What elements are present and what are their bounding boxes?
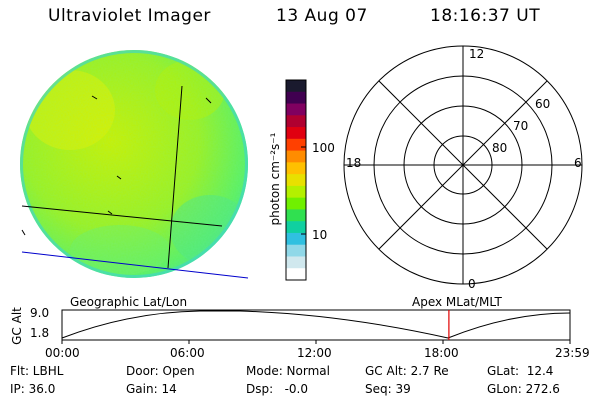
instrument-title: Ultraviolet Imager — [48, 6, 211, 26]
colorbar-swatch — [286, 115, 306, 128]
colorbar-swatch — [286, 91, 306, 105]
colorbar-swatch — [286, 221, 306, 234]
gc-alt-axis-label: GC Alt — [10, 307, 24, 345]
observation-date: 13 Aug 07 — [276, 6, 368, 26]
time-tick-0600: 06:00 — [170, 346, 205, 360]
latitude-line — [21, 205, 223, 227]
dsp-readout: Dsp: -0.0 — [246, 382, 309, 396]
colorbar-swatch — [286, 162, 306, 175]
colorbar-unit-label: photon cm⁻²s⁻¹ — [268, 132, 282, 226]
time-tick-0000: 00:00 — [45, 346, 80, 360]
mlat-label-80: 80 — [492, 141, 508, 155]
colorbar-swatch — [286, 244, 306, 257]
alt-tick-high: 9.0 — [30, 306, 50, 320]
colorbar-swatch — [286, 232, 306, 246]
longitude-line — [167, 85, 183, 269]
colorbar-swatch — [286, 197, 306, 210]
earth-disk-image — [20, 50, 249, 279]
observation-time: 18:16:37 UT — [430, 6, 541, 26]
colorbar-swatch — [286, 127, 306, 140]
mlt-label-12: 12 — [469, 47, 485, 61]
colorbar-swatch — [286, 174, 306, 187]
colorbar-swatch — [286, 150, 306, 163]
door-readout: Door: Open — [126, 364, 195, 378]
filter-readout: Flt: LBHL — [10, 364, 64, 378]
glon-readout: GLon: 272.6 — [487, 382, 560, 396]
colorbar-swatch — [286, 256, 306, 269]
mlat-label-70: 70 — [513, 119, 529, 133]
orbit-altitude-plot — [61, 309, 571, 344]
colorbar-swatch — [286, 209, 306, 222]
geographic-label: Geographic Lat/Lon — [70, 295, 188, 309]
mode-readout: Mode: Normal — [246, 364, 330, 378]
apex-label: Apex MLat/MLT — [412, 295, 502, 309]
mlt-label-6: 6 — [574, 156, 582, 170]
time-tick-2359: 23:59 — [555, 346, 590, 360]
colorbar-swatch — [286, 138, 306, 152]
colorbar-swatch — [286, 268, 306, 281]
colorbar-tick-10: 10 — [312, 228, 328, 242]
colorbar-swatch — [286, 103, 306, 116]
polar-plot — [343, 45, 583, 285]
colorbar-tick-100: 100 — [312, 141, 335, 155]
colorbar-swatch — [286, 185, 306, 199]
colorbar — [286, 80, 306, 281]
time-tick-1800: 18:00 — [424, 346, 459, 360]
glat-readout: GLat: 12.4 — [487, 364, 554, 378]
mlt-label-18: 18 — [346, 156, 362, 170]
gain-readout: Gain: 14 — [126, 382, 177, 396]
terminator-line — [21, 251, 249, 279]
time-tick-1200: 12:00 — [297, 346, 332, 360]
alt-tick-low: 1.8 — [30, 326, 50, 340]
colorbar-swatch — [286, 80, 306, 93]
gc-alt-readout: GC Alt: 2.7 Re — [365, 364, 449, 378]
ip-readout: IP: 36.0 — [10, 382, 56, 396]
seq-readout: Seq: 39 — [365, 382, 411, 396]
mlt-label-0: 0 — [468, 277, 476, 291]
mlat-label-60: 60 — [535, 97, 551, 111]
